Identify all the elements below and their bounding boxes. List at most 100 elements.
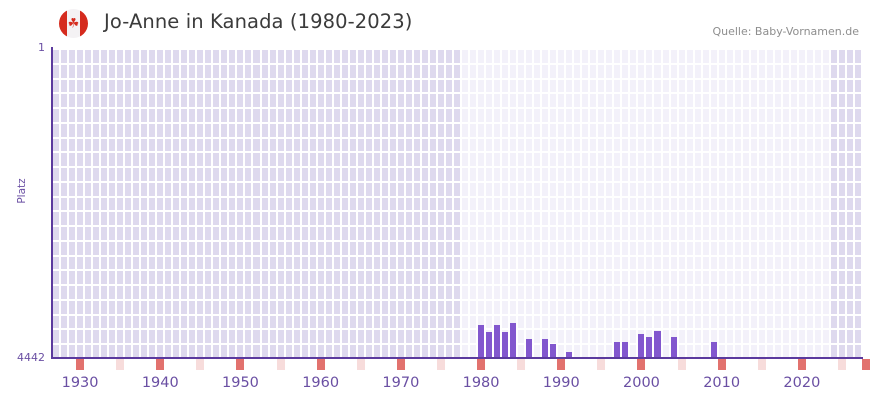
gridline-horizontal xyxy=(52,137,862,139)
gridline-vertical xyxy=(516,48,519,358)
gridline-vertical xyxy=(411,48,414,358)
bar[interactable] xyxy=(622,342,629,358)
gridline-vertical xyxy=(331,48,334,358)
gridline-horizontal xyxy=(52,225,862,227)
gridline-vertical xyxy=(355,48,358,358)
gridline-vertical xyxy=(219,48,222,358)
gridline-horizontal xyxy=(52,240,862,242)
bar[interactable] xyxy=(510,323,517,358)
gridline-vertical xyxy=(251,48,254,358)
gridline-vertical xyxy=(492,48,495,358)
x-tick-major xyxy=(76,359,85,370)
gridline-vertical xyxy=(612,48,615,358)
gridline-vertical xyxy=(772,48,775,358)
gridline-vertical xyxy=(572,48,575,358)
gridline-vertical xyxy=(812,48,815,358)
gridline-horizontal xyxy=(52,210,862,212)
x-axis-tick-label: 1940 xyxy=(141,375,179,391)
gridline-vertical xyxy=(660,48,663,358)
gridline-vertical xyxy=(861,48,862,358)
bar[interactable] xyxy=(526,338,533,358)
bar[interactable] xyxy=(542,338,549,358)
gridline-vertical xyxy=(195,48,198,358)
gridline-vertical xyxy=(67,48,70,358)
gridline-vertical xyxy=(740,48,743,358)
gridline-vertical xyxy=(532,48,535,358)
bar[interactable] xyxy=(670,337,677,358)
gridline-vertical xyxy=(147,48,150,358)
gridline-vertical xyxy=(564,48,567,358)
bar[interactable] xyxy=(486,332,493,358)
gridline-vertical xyxy=(451,48,454,358)
x-tick-minor xyxy=(436,359,445,370)
gridline-vertical xyxy=(724,48,727,358)
bar[interactable] xyxy=(646,337,653,358)
gridline-vertical xyxy=(243,48,246,358)
gridline-horizontal xyxy=(52,122,862,124)
x-axis-tick-label: 2020 xyxy=(783,375,821,391)
gridline-vertical xyxy=(700,48,703,358)
gridline-vertical xyxy=(123,48,126,358)
gridline-vertical xyxy=(139,48,142,358)
x-tick-minor xyxy=(276,359,285,370)
gridline-horizontal xyxy=(52,269,862,271)
x-tick-minor xyxy=(517,359,526,370)
gridline-horizontal xyxy=(52,151,862,153)
bar[interactable] xyxy=(550,344,557,358)
bar[interactable] xyxy=(614,342,621,358)
bar[interactable] xyxy=(710,342,717,358)
x-tick-minor xyxy=(757,359,766,370)
gridline-vertical xyxy=(435,48,438,358)
gridline-vertical xyxy=(692,48,695,358)
y-axis-label-top: 1 xyxy=(38,41,45,54)
gridline-horizontal xyxy=(52,48,862,50)
gridline-vertical xyxy=(427,48,430,358)
gridline-vertical xyxy=(107,48,110,358)
gridline-vertical xyxy=(548,48,551,358)
x-axis-line xyxy=(51,357,863,359)
gridline-vertical xyxy=(484,48,487,358)
gridline-vertical xyxy=(211,48,214,358)
gridline-vertical xyxy=(804,48,807,358)
gridline-vertical xyxy=(588,48,591,358)
gridline-vertical xyxy=(676,48,679,358)
x-tick-major xyxy=(637,359,646,370)
x-tick-major xyxy=(236,359,245,370)
gridline-vertical xyxy=(844,48,847,358)
gridline-horizontal xyxy=(52,181,862,183)
gridline-horizontal xyxy=(52,107,862,109)
gridline-vertical xyxy=(291,48,294,358)
bar[interactable] xyxy=(654,331,661,358)
gridline-vertical xyxy=(716,48,719,358)
bar[interactable] xyxy=(638,334,645,358)
x-tick-major xyxy=(477,359,486,370)
y-axis-label-bottom: 4442 xyxy=(17,351,45,364)
x-tick-minor xyxy=(837,359,846,370)
gridline-horizontal xyxy=(52,92,862,94)
source-label: Quelle: Baby-Vornamen.de xyxy=(712,25,859,38)
x-tick-major xyxy=(156,359,165,370)
x-axis-tick-label: 1970 xyxy=(382,375,420,391)
bar[interactable] xyxy=(566,352,573,358)
gridline-vertical xyxy=(684,48,687,358)
gridline-vertical xyxy=(636,48,639,358)
gridline-vertical xyxy=(259,48,262,358)
gridline-vertical xyxy=(708,48,711,358)
gridline-vertical xyxy=(283,48,286,358)
gridline-vertical xyxy=(179,48,182,358)
gridline-vertical xyxy=(403,48,406,358)
gridline-vertical xyxy=(644,48,647,358)
gridline-vertical xyxy=(115,48,118,358)
gridline-vertical xyxy=(347,48,350,358)
maple-leaf-glyph: ☘ xyxy=(67,16,80,31)
x-axis-tick-label: 2010 xyxy=(703,375,741,391)
bar[interactable] xyxy=(494,324,501,358)
x-tick-minor xyxy=(196,359,205,370)
plot-area xyxy=(52,48,862,358)
gridline-vertical xyxy=(379,48,382,358)
bar[interactable] xyxy=(502,332,509,358)
x-axis-tick-label: 1980 xyxy=(462,375,500,391)
bar[interactable] xyxy=(478,324,485,358)
x-axis-tick-label: 1990 xyxy=(542,375,580,391)
gridline-vertical xyxy=(460,48,462,358)
